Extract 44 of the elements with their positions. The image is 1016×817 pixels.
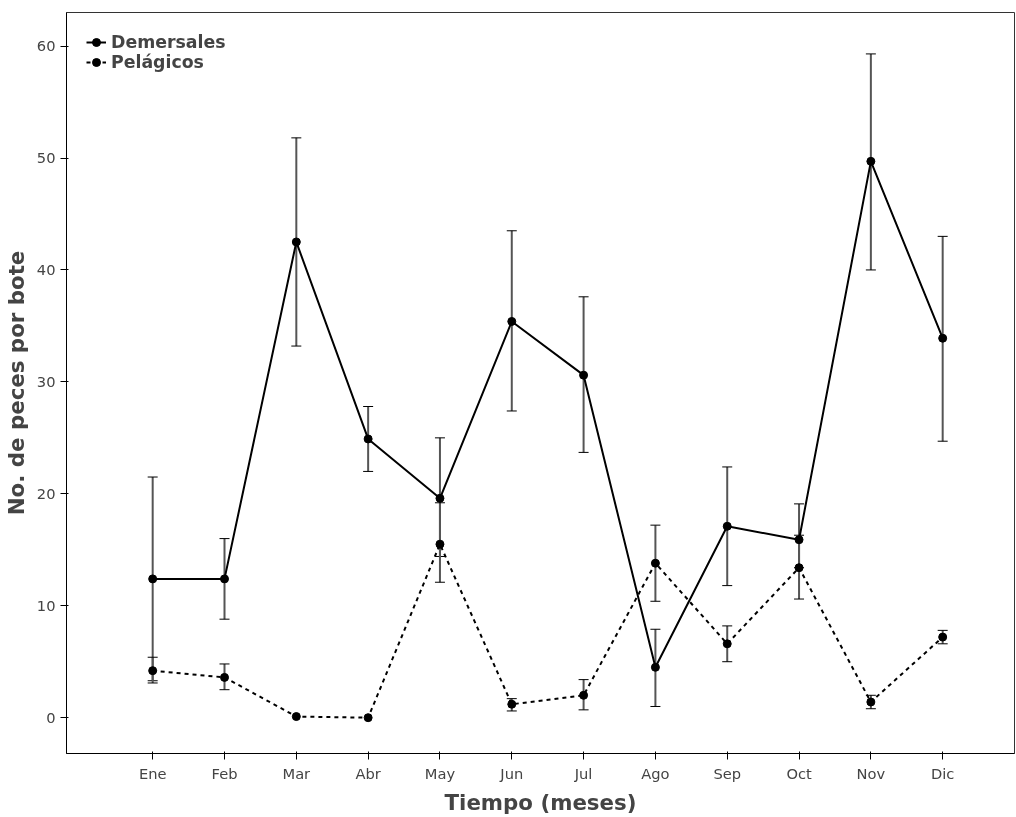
point bbox=[579, 370, 589, 380]
point bbox=[650, 662, 660, 672]
point bbox=[507, 316, 517, 326]
y-tick-label: 0 bbox=[46, 708, 56, 726]
point bbox=[148, 574, 158, 584]
point bbox=[722, 639, 732, 649]
point bbox=[579, 690, 589, 700]
x-tick-label: May bbox=[424, 764, 456, 782]
x-tick-label: Sep bbox=[713, 764, 742, 782]
point bbox=[794, 535, 804, 545]
point bbox=[220, 672, 229, 682]
legend-label: Demersales bbox=[111, 32, 226, 52]
y-tick-label: 60 bbox=[36, 37, 56, 55]
x-tick-label: Ago bbox=[641, 764, 670, 782]
point bbox=[722, 521, 732, 531]
point bbox=[435, 539, 445, 549]
x-tick-label: Dic bbox=[930, 764, 955, 782]
y-tick-label: 30 bbox=[36, 372, 56, 390]
legend-label: Pelágicos bbox=[111, 52, 204, 72]
point bbox=[363, 713, 373, 723]
x-tick-label: Nov bbox=[856, 764, 886, 782]
point bbox=[220, 574, 229, 584]
x-tick-label: Feb bbox=[211, 764, 238, 782]
point bbox=[866, 156, 876, 166]
x-tick-label: Mar bbox=[282, 764, 312, 782]
point bbox=[650, 558, 660, 568]
x-axis-title: Tiempo (meses) bbox=[444, 789, 637, 815]
x-tick-label: Jun bbox=[499, 764, 524, 782]
point bbox=[148, 666, 158, 676]
y-axis-title: No. de peces por bote bbox=[3, 250, 29, 516]
x-tick-label: Oct bbox=[786, 764, 812, 782]
point bbox=[938, 333, 948, 343]
y-tick-label: 40 bbox=[36, 260, 56, 278]
x-tick-label: Abr bbox=[355, 764, 382, 782]
y-tick-label: 10 bbox=[36, 596, 56, 614]
point bbox=[291, 237, 301, 247]
y-tick-label: 20 bbox=[36, 484, 56, 502]
point bbox=[794, 563, 804, 573]
point bbox=[291, 712, 301, 722]
point bbox=[363, 434, 373, 444]
x-tick-label: Jul bbox=[573, 764, 593, 782]
x-tick-label: Ene bbox=[138, 764, 167, 782]
y-tick-label: 50 bbox=[36, 149, 56, 167]
point bbox=[435, 493, 445, 503]
